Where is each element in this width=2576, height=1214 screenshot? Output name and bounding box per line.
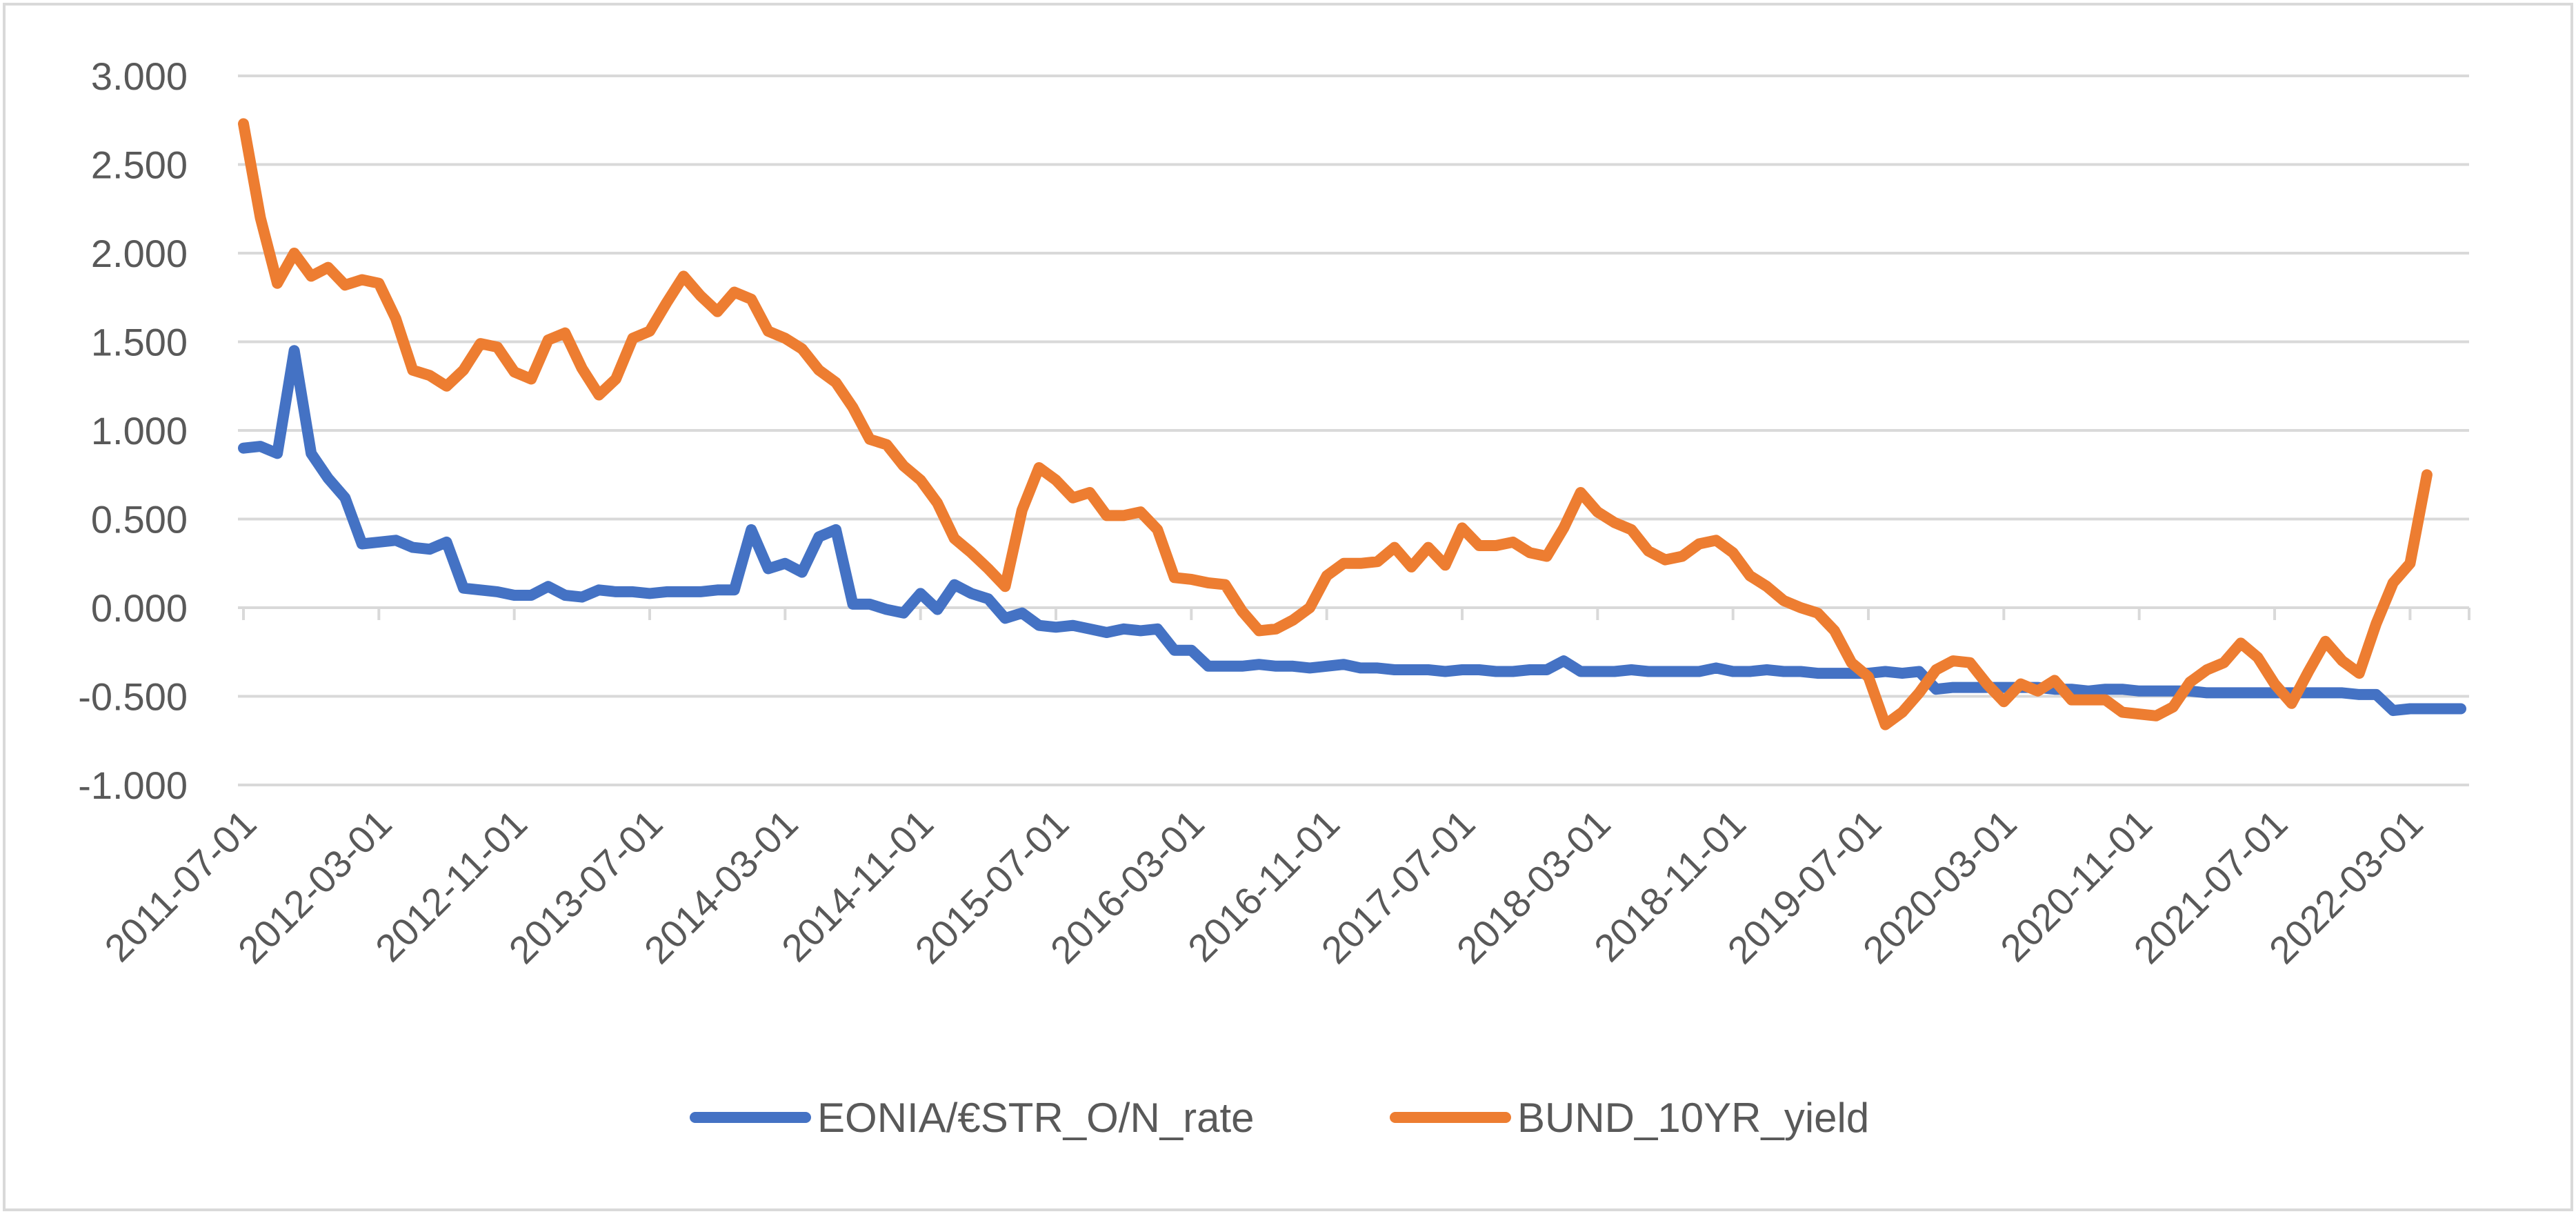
y-tick-label: 2.000 bbox=[91, 232, 188, 275]
legend: EONIA/€STR_O/N_rate BUND_10YR_yield bbox=[690, 1095, 1869, 1141]
y-tick-label: -1.000 bbox=[78, 764, 188, 807]
y-tick-label: 0.500 bbox=[91, 498, 188, 541]
series-lines bbox=[238, 118, 2466, 730]
legend-item-eonia-estr: EONIA/€STR_O/N_rate bbox=[690, 1095, 1255, 1141]
y-axis-ticks: 3.000 2.500 2.000 1.500 1.000 0.500 0.000 -0.50… bbox=[78, 54, 188, 807]
legend-item-bund-10yr: BUND_10YR_yield bbox=[1390, 1095, 1869, 1141]
y-tick-label: 1.000 bbox=[91, 409, 188, 452]
legend-label: EONIA/€STR_O/N_rate bbox=[817, 1095, 1255, 1141]
series-line-eonia-estr bbox=[238, 345, 2466, 717]
y-tick-label: 2.500 bbox=[91, 143, 188, 187]
legend-label: BUND_10YR_yield bbox=[1517, 1095, 1869, 1141]
series-line-bund-10yr bbox=[238, 118, 2433, 730]
y-tick-label: -0.500 bbox=[78, 675, 188, 719]
y-tick-label: 1.500 bbox=[91, 321, 188, 364]
y-tick-label: 0.000 bbox=[91, 586, 188, 630]
x-axis bbox=[238, 606, 2470, 620]
y-tick-label: 3.000 bbox=[91, 54, 188, 98]
